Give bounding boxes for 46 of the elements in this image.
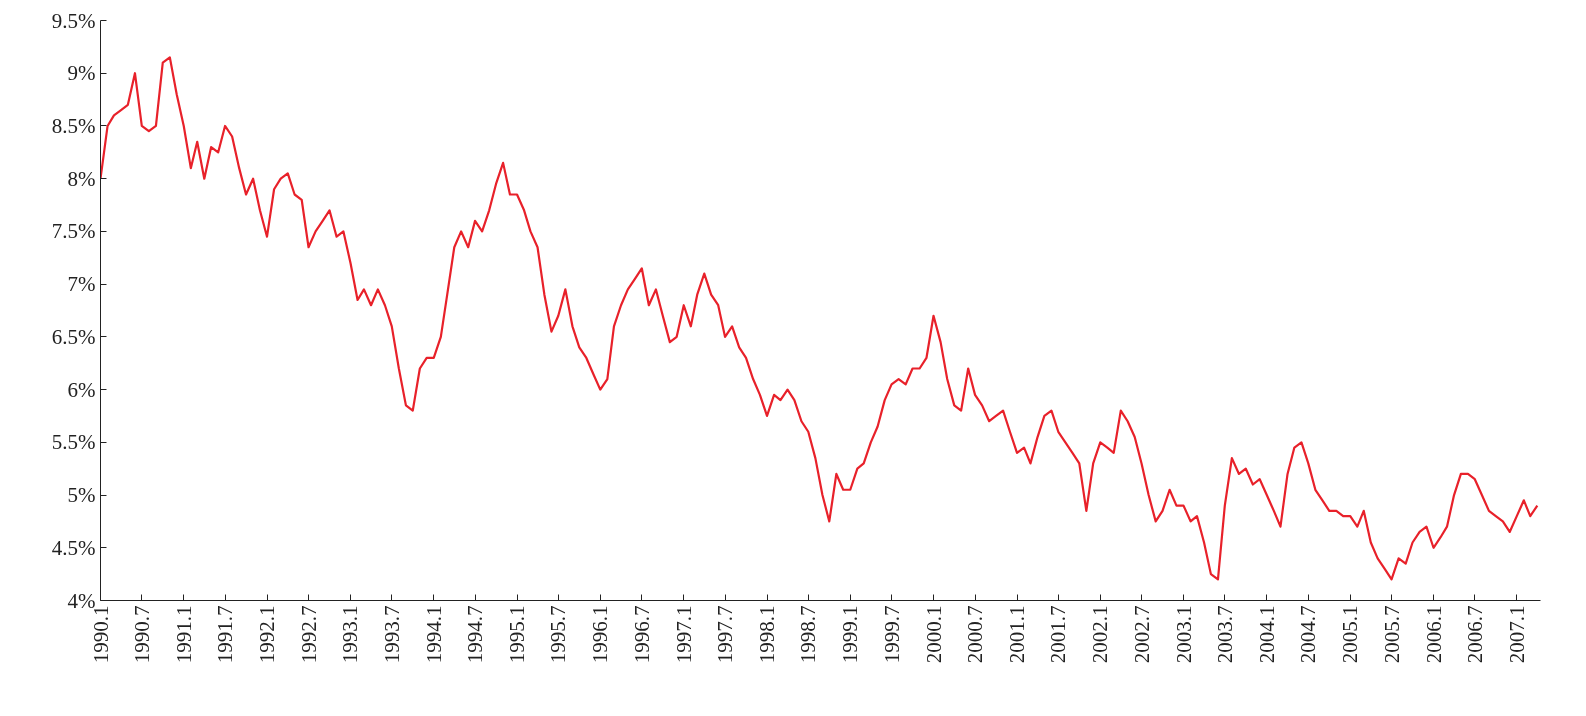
x-tick-label: 1994.1 <box>421 605 446 664</box>
x-tick-label: 1998.1 <box>755 605 780 664</box>
x-tick-label: 1994.7 <box>463 605 488 664</box>
x-tick-label: 1993.1 <box>338 605 363 664</box>
x-tick-label: 2000.7 <box>963 605 988 664</box>
x-tick-label: 1992.1 <box>255 605 280 664</box>
x-tick-label: 2005.1 <box>1338 605 1363 664</box>
y-tick-label: 7% <box>67 272 96 297</box>
x-tick-label: 2005.7 <box>1379 605 1404 664</box>
x-tick-label: 2002.7 <box>1129 605 1154 664</box>
x-tick-label: 2001.7 <box>1046 605 1071 664</box>
x-tick-label: 2003.1 <box>1171 605 1196 664</box>
x-tick-label: 2006.1 <box>1421 605 1446 664</box>
line-series <box>100 56 1539 581</box>
x-tick-label: 1998.7 <box>796 605 821 664</box>
y-tick-label: 5.5% <box>51 430 96 455</box>
x-tick-label: 1995.1 <box>505 605 530 664</box>
x-tick-label: 1992.7 <box>296 605 321 664</box>
y-tick-label: 9.5% <box>51 8 96 33</box>
x-tick-label: 2002.1 <box>1088 605 1113 664</box>
x-tick-label: 2001.1 <box>1005 605 1030 664</box>
x-tick-label: 1990.7 <box>129 605 154 664</box>
y-tick-label: 6% <box>67 377 96 402</box>
y-tick-label: 8% <box>67 166 96 191</box>
x-tick-label: 1999.7 <box>879 605 904 664</box>
x-tick-label: 2006.7 <box>1462 605 1487 664</box>
x-tick-label: 2007.1 <box>1504 605 1529 664</box>
x-tick-label: 1997.7 <box>713 605 738 664</box>
y-tick-label: 8.5% <box>51 113 96 138</box>
x-tick-label: 1991.7 <box>213 605 238 664</box>
y-tick-label: 4.5% <box>51 535 96 560</box>
y-tick-label: 9% <box>67 61 96 86</box>
x-tick-label: 2000.1 <box>921 605 946 664</box>
x-tick-label: 2003.7 <box>1212 605 1237 664</box>
x-tick-label: 1996.7 <box>629 605 654 664</box>
x-tick-label: 1996.1 <box>588 605 613 664</box>
y-tick-label: 6.5% <box>51 324 96 349</box>
x-tick-label: 1993.7 <box>379 605 404 664</box>
y-tick-label: 7.5% <box>51 219 96 244</box>
x-tick-label: 1999.1 <box>838 605 863 664</box>
x-tick-label: 1997.1 <box>671 605 696 664</box>
x-tick-label: 2004.7 <box>1296 605 1321 664</box>
y-tick-label: 5% <box>67 483 96 508</box>
x-tick-label: 1995.7 <box>546 605 571 664</box>
x-tick-label: 1991.1 <box>171 605 196 664</box>
x-tick-label: 2004.1 <box>1254 605 1279 664</box>
